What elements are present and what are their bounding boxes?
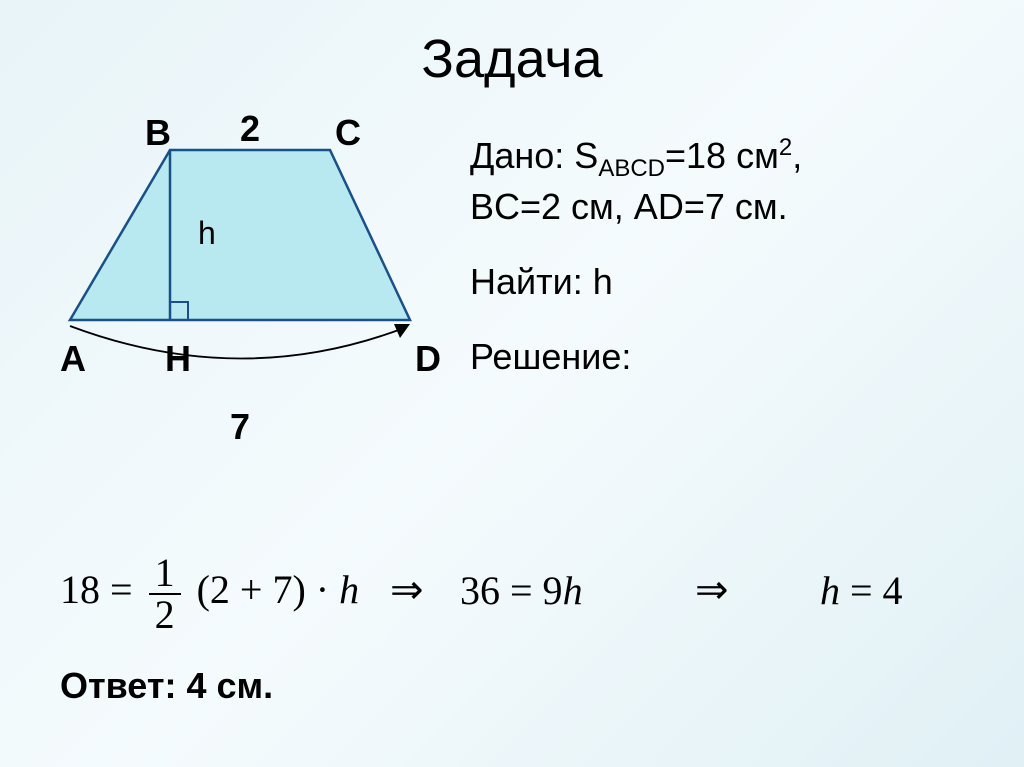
- eq3-var: h: [820, 568, 840, 613]
- dimension-arc: [70, 326, 404, 359]
- frac-num: 1: [149, 553, 181, 595]
- vertex-label-a: A: [60, 338, 86, 380]
- top-dimension: 2: [240, 108, 260, 150]
- frac-den: 2: [149, 595, 181, 635]
- vertex-label-d: D: [415, 338, 441, 380]
- equation-3: h = 4: [820, 567, 903, 614]
- given-mid: =18 см: [665, 135, 779, 176]
- trapezoid-svg: [50, 120, 450, 450]
- given-line-1: Дано: SABCD=18 см2,: [470, 132, 802, 184]
- vertex-label-c: C: [335, 112, 361, 154]
- bottom-dimension: 7: [230, 406, 250, 448]
- problem-statement: Дано: SABCD=18 см2, BC=2 см, AD=7 см. На…: [470, 132, 802, 381]
- page-title: Задача: [0, 28, 1024, 90]
- eq2-lhs: 36 = 9: [460, 568, 563, 613]
- arrow-2: ⇒: [695, 567, 729, 613]
- vertex-label-b: B: [145, 112, 171, 154]
- eq1-var: h: [339, 567, 359, 612]
- eq1-lhs: 18 =: [60, 567, 133, 612]
- given-line-2: BC=2 см, AD=7 см.: [470, 184, 802, 231]
- given-post: ,: [792, 135, 802, 176]
- given-sup: 2: [779, 134, 792, 161]
- eq3-rhs: = 4: [840, 568, 903, 613]
- vertex-label-h: H: [165, 338, 191, 380]
- equation-2: 36 = 9h: [460, 567, 583, 614]
- arrow-1: ⇒: [390, 567, 424, 613]
- answer: Ответ: 4 см.: [60, 665, 273, 707]
- given-sub: ABCD: [598, 155, 665, 182]
- eq2-var: h: [563, 568, 583, 613]
- equation-1: 18 = 1 2 (2 + 7) · h: [60, 553, 359, 635]
- solution-line: Решение:: [470, 334, 802, 381]
- trapezoid-shape: [70, 150, 410, 320]
- given-pre: Дано: S: [470, 135, 598, 176]
- height-label: h: [198, 215, 216, 252]
- eq1-fraction: 1 2: [149, 553, 181, 635]
- eq1-rhs: (2 + 7) ·: [197, 567, 340, 612]
- trapezoid-diagram: A B C D H 2 7 h: [50, 120, 450, 455]
- find-line: Найти: h: [470, 259, 802, 306]
